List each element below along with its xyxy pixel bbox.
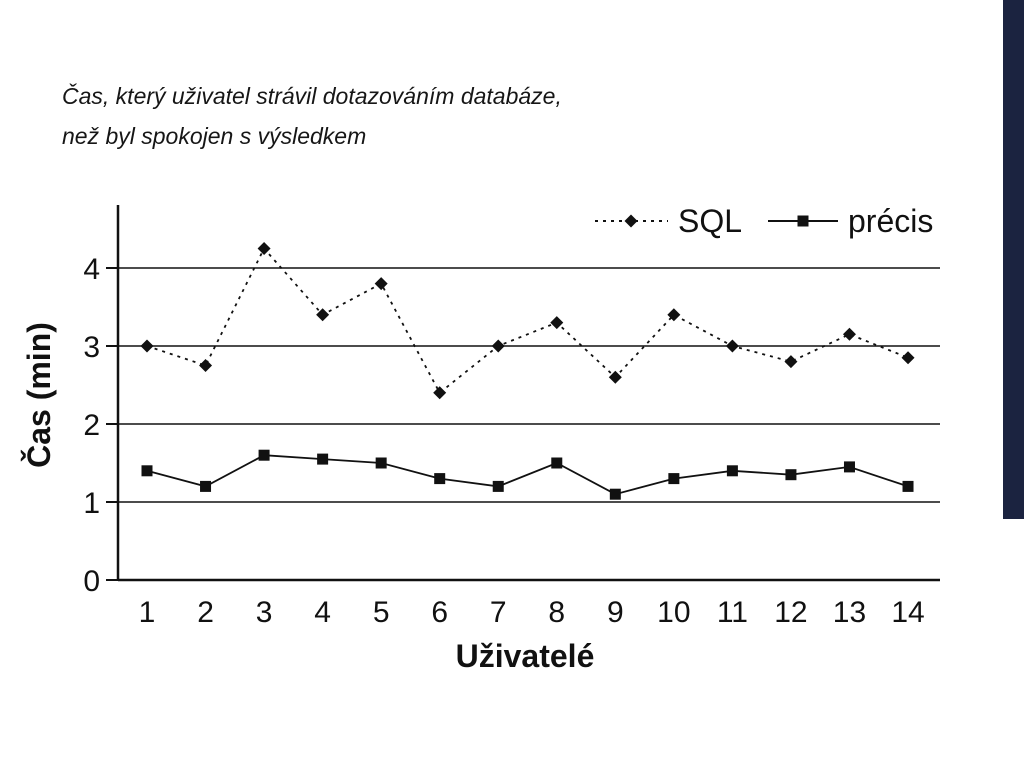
y-tick-label-1: 1 — [83, 487, 100, 520]
sql-diamond-marker-icon — [199, 359, 213, 372]
x-tick-label-3: 3 — [256, 596, 273, 629]
x-tick-label-4: 4 — [314, 596, 331, 629]
sql-diamond-marker-icon — [140, 339, 154, 353]
y-tick-label-4: 4 — [83, 253, 100, 286]
sql-diamond-marker-icon — [257, 242, 271, 255]
precis-square-marker-icon — [317, 453, 329, 465]
sql-diamond-marker-icon — [901, 351, 915, 365]
x-tick-label-11: 11 — [717, 596, 748, 629]
sql-diamond-marker-icon — [433, 386, 447, 400]
x-tick-label-14: 14 — [891, 596, 924, 629]
slide-title-line2: než byl spokojen s výsledkem — [62, 123, 367, 149]
precis-square-marker-icon — [200, 480, 212, 492]
x-tick-label-6: 6 — [431, 596, 448, 629]
x-tick-label-12: 12 — [774, 596, 807, 629]
x-tick-label-13: 13 — [833, 596, 866, 629]
series-line-précis — [146, 454, 909, 496]
x-tick-label-5: 5 — [373, 596, 390, 629]
y-tick-label-3: 3 — [83, 331, 100, 364]
precis-square-marker-icon — [668, 473, 680, 485]
precis-square-marker-icon — [434, 473, 446, 485]
slide-title: Čas, který uživatel strávil dotazováním … — [62, 76, 822, 156]
precis-square-marker-icon — [726, 465, 738, 477]
precis-square-marker-icon — [375, 457, 387, 469]
legend-sql-label: SQL — [678, 203, 742, 239]
y-tick-label-0: 0 — [83, 565, 100, 598]
x-axis-title: Uživatelé — [456, 638, 595, 674]
precis-square-marker-icon — [785, 469, 797, 481]
x-tick-label-9: 9 — [607, 596, 624, 629]
sql-diamond-marker-icon — [784, 355, 798, 369]
y-tick-label-2: 2 — [83, 409, 100, 442]
sql-diamond-marker-icon — [667, 308, 681, 322]
precis-square-marker-icon — [141, 465, 153, 477]
series-line-SQL — [146, 246, 909, 395]
y-axis-title: Čas (min) — [21, 322, 57, 468]
sql-diamond-marker-icon — [608, 370, 622, 384]
slide-accent-bar — [1003, 0, 1024, 519]
precis-square-marker-icon — [843, 461, 855, 473]
precis-square-marker-icon — [492, 480, 504, 492]
x-tick-label-1: 1 — [139, 596, 156, 629]
precis-square-marker-icon — [609, 488, 621, 500]
chart-legend: SQL précis — [595, 203, 933, 239]
precis-square-marker-icon — [551, 457, 563, 469]
x-tick-label-7: 7 — [490, 596, 507, 629]
x-tick-label-8: 8 — [548, 596, 565, 629]
legend-precis-label: précis — [848, 203, 933, 239]
x-tick-label-10: 10 — [657, 596, 690, 629]
sql-diamond-marker-icon — [842, 327, 856, 341]
legend-sql-diamond-marker-icon — [624, 214, 638, 228]
sql-diamond-marker-icon — [491, 339, 505, 353]
precis-square-marker-icon — [258, 449, 270, 461]
x-tick-label-2: 2 — [197, 596, 214, 629]
sql-diamond-marker-icon — [550, 316, 564, 330]
sql-diamond-marker-icon — [725, 339, 739, 353]
sql-diamond-marker-icon — [374, 277, 388, 291]
sql-diamond-marker-icon — [316, 308, 330, 322]
legend-precis-square-marker-icon — [797, 215, 809, 227]
slide-title-line1: Čas, který uživatel strávil dotazováním … — [62, 83, 562, 109]
precis-square-marker-icon — [902, 480, 914, 492]
